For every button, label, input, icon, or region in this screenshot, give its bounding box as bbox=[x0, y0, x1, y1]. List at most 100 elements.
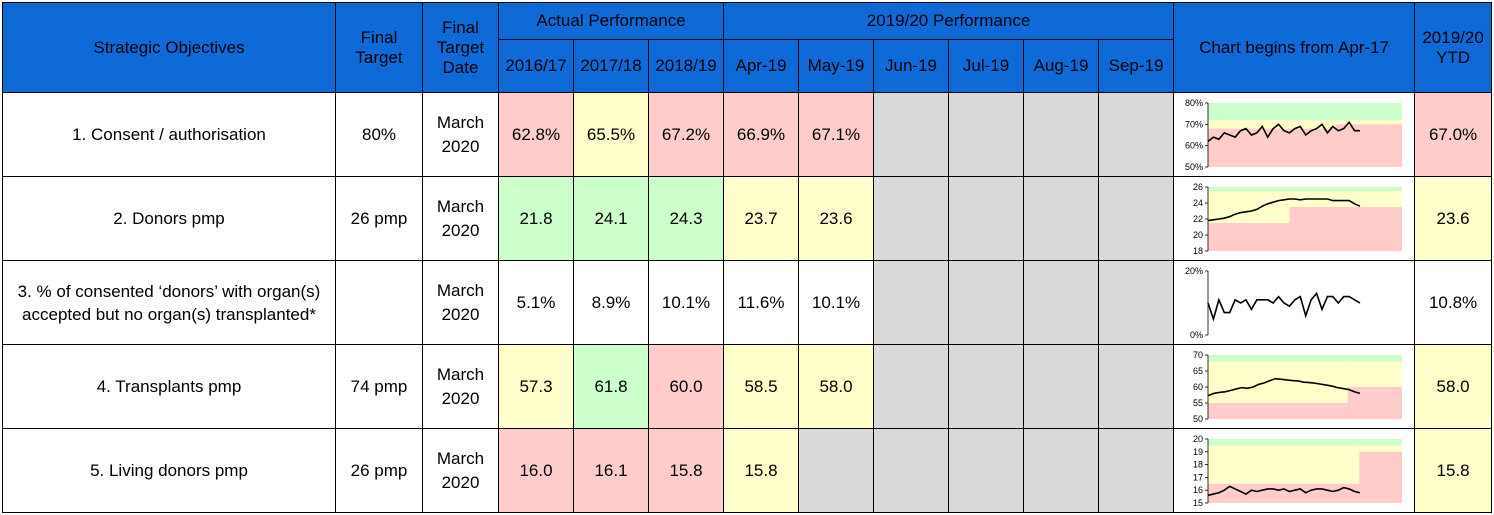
ytd-value-cell: 58.0 bbox=[1414, 344, 1493, 429]
month-value-cell bbox=[948, 344, 1025, 429]
ytd-value-cell: 23.6 bbox=[1414, 176, 1493, 261]
month-value-cell: 15.8 bbox=[723, 428, 800, 513]
band-yellow bbox=[1347, 361, 1403, 387]
y-tick-label: 20% bbox=[1185, 266, 1203, 276]
year-value-cell: 24.3 bbox=[647, 176, 725, 261]
header-objectives: Strategic Objectives bbox=[2, 2, 336, 93]
year-value-cell: 65.5% bbox=[573, 92, 649, 177]
header-final-target: Final Target bbox=[335, 2, 423, 93]
objective-cell: 5. Living donors pmp bbox=[2, 428, 336, 513]
final-target-cell: 26 pmp bbox=[335, 428, 423, 513]
objective-cell: 3. % of consented ‘donors’ with organ(s)… bbox=[2, 260, 336, 345]
trend-chart-cell: 50% 60% 70% 80% bbox=[1173, 92, 1416, 177]
final-target-date-cell: March 2020 bbox=[422, 260, 499, 345]
date-year: 2020 bbox=[441, 472, 480, 492]
month-value-cell: 67.1% bbox=[798, 92, 875, 177]
ytd-value-cell: 10.8% bbox=[1414, 260, 1493, 345]
y-tick-label: 19 bbox=[1193, 447, 1203, 457]
header-year: 2017/18 bbox=[573, 39, 649, 93]
year-value-cell: 15.8 bbox=[647, 428, 725, 513]
objective-cell: 1. Consent / authorisation bbox=[2, 92, 336, 177]
date-month: March bbox=[436, 112, 485, 132]
band-green bbox=[1208, 355, 1403, 362]
header-year: 2016/17 bbox=[498, 39, 574, 93]
month-value-cell: 11.6% bbox=[723, 260, 800, 345]
header-month: Sep-19 bbox=[1098, 39, 1175, 93]
month-value-cell bbox=[873, 428, 950, 513]
month-value-cell bbox=[1098, 176, 1175, 261]
date-month: March bbox=[436, 196, 485, 216]
header-ytd: 2019/20 YTD bbox=[1414, 2, 1493, 93]
y-tick-label: 20 bbox=[1193, 230, 1203, 240]
header-current-performance: 2019/20 Performance bbox=[723, 2, 1175, 40]
band-yellow bbox=[1208, 445, 1360, 484]
y-tick-label: 70% bbox=[1185, 119, 1203, 129]
trend-chart-cell: 0% 20% bbox=[1173, 260, 1416, 345]
ytd-value-cell: 67.0% bbox=[1414, 92, 1493, 177]
final-target-cell: 26 pmp bbox=[335, 176, 423, 261]
date-month: March bbox=[436, 364, 485, 384]
band-yellow bbox=[1336, 120, 1403, 125]
year-value-cell: 10.1% bbox=[647, 260, 725, 345]
month-value-cell: 10.1% bbox=[798, 260, 875, 345]
trend-sparkline: 0% 20% bbox=[1185, 266, 1361, 340]
month-value-cell bbox=[1023, 176, 1100, 261]
month-value-cell bbox=[873, 176, 950, 261]
y-tick-label: 20 bbox=[1193, 434, 1203, 444]
trend-chart-cell: 18 20 22 24 26 bbox=[1173, 176, 1416, 261]
objective-cell: 2. Donors pmp bbox=[2, 176, 336, 261]
y-tick-label: 0% bbox=[1190, 330, 1203, 340]
date-month: March bbox=[436, 448, 485, 468]
month-value-cell bbox=[1098, 260, 1175, 345]
trend-chart-cell: 15 16 17 18 19 20 bbox=[1173, 428, 1416, 513]
y-tick-label: 70 bbox=[1193, 350, 1203, 360]
y-tick-label: 22 bbox=[1193, 214, 1203, 224]
trend-sparkline: 15 16 17 18 19 20 bbox=[1193, 434, 1403, 508]
final-target-cell bbox=[335, 260, 423, 345]
header-year: 2018/19 bbox=[647, 39, 725, 93]
year-value-cell: 16.0 bbox=[498, 428, 574, 513]
table-row: 1. Consent / authorisation 80% March 2020 62… bbox=[2, 92, 1493, 177]
month-value-cell bbox=[1023, 92, 1100, 177]
year-value-cell: 57.3 bbox=[498, 344, 574, 429]
band-green bbox=[1208, 103, 1403, 121]
band-yellow bbox=[1359, 445, 1403, 452]
date-year: 2020 bbox=[441, 220, 480, 240]
series-line bbox=[1207, 120, 1361, 143]
year-value-cell: 16.1 bbox=[573, 428, 649, 513]
header-actual-performance: Actual Performance bbox=[497, 2, 725, 40]
header-month: May-19 bbox=[798, 39, 875, 93]
trend-sparkline: 18 20 22 24 26 bbox=[1193, 182, 1403, 256]
band-green bbox=[1208, 187, 1403, 191]
table-row: 3. % of consented ‘donors’ with organ(s)… bbox=[2, 260, 1493, 345]
y-tick-label: 60% bbox=[1185, 141, 1203, 151]
series-line bbox=[1207, 291, 1361, 322]
year-value-cell: 60.0 bbox=[647, 344, 725, 429]
month-value-cell bbox=[948, 428, 1025, 513]
y-tick-label: 60 bbox=[1193, 382, 1203, 392]
month-value-cell bbox=[1098, 92, 1175, 177]
y-tick-label: 24 bbox=[1193, 198, 1203, 208]
y-tick-label: 18 bbox=[1193, 246, 1203, 256]
month-value-cell bbox=[948, 260, 1025, 345]
final-target-cell: 74 pmp bbox=[335, 344, 423, 429]
month-value-cell bbox=[948, 176, 1025, 261]
y-tick-label: 65 bbox=[1193, 366, 1203, 376]
y-tick-label: 55 bbox=[1193, 398, 1203, 408]
year-value-cell: 67.2% bbox=[647, 92, 725, 177]
header-chart-note: Chart begins from Apr-17 bbox=[1173, 2, 1416, 93]
month-value-cell bbox=[1023, 344, 1100, 429]
y-tick-label: 18 bbox=[1193, 460, 1203, 470]
table-row: 5. Living donors pmp 26 pmp March 2020 16.0 1… bbox=[2, 428, 1493, 513]
year-value-cell: 21.8 bbox=[498, 176, 574, 261]
year-value-cell: 8.9% bbox=[573, 260, 649, 345]
final-target-date-cell: March 2020 bbox=[422, 428, 499, 513]
year-value-cell: 62.8% bbox=[498, 92, 574, 177]
series-line bbox=[1207, 485, 1361, 497]
year-value-cell: 5.1% bbox=[498, 260, 574, 345]
month-value-cell bbox=[1023, 428, 1100, 513]
y-tick-label: 50% bbox=[1185, 162, 1203, 172]
final-target-date-cell: March 2020 bbox=[422, 92, 499, 177]
date-year: 2020 bbox=[441, 136, 480, 156]
date-year: 2020 bbox=[441, 304, 480, 324]
